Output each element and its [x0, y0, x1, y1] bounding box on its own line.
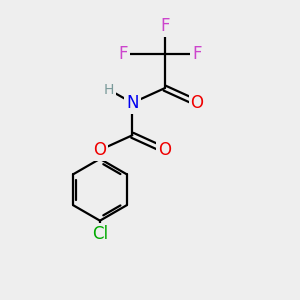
Text: F: F: [119, 45, 128, 63]
Text: O: O: [190, 94, 204, 112]
Text: O: O: [93, 141, 106, 159]
Text: H: H: [103, 82, 114, 97]
Text: Cl: Cl: [92, 225, 108, 243]
Text: F: F: [192, 45, 202, 63]
Text: F: F: [160, 17, 169, 35]
Text: O: O: [158, 141, 171, 159]
Text: N: N: [126, 94, 139, 112]
